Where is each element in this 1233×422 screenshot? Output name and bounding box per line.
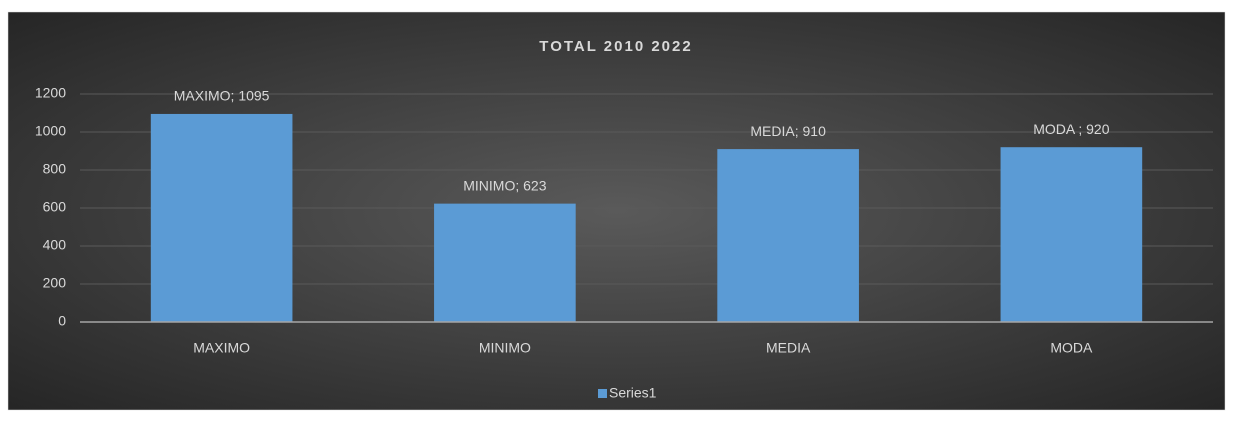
chart-title: TOTAL 2010 2022 xyxy=(539,38,692,55)
x-tick-label: MEDIA xyxy=(766,340,811,356)
x-tick-label: MAXIMO xyxy=(193,340,250,356)
x-tick-label: MODA xyxy=(1050,340,1093,356)
data-label: MODA ; 920 xyxy=(1033,121,1109,137)
y-tick-label: 600 xyxy=(43,199,67,215)
bar xyxy=(150,113,293,322)
bar xyxy=(434,203,576,322)
bar xyxy=(1000,147,1143,322)
data-label: MEDIA; 910 xyxy=(750,123,826,139)
y-tick-label: 400 xyxy=(43,237,67,253)
legend-swatch xyxy=(598,389,607,398)
y-tick-label: 200 xyxy=(43,275,67,291)
y-tick-label: 0 xyxy=(58,313,66,329)
y-tick-label: 800 xyxy=(43,161,67,177)
data-label: MINIMO; 623 xyxy=(463,177,546,193)
legend-label: Series1 xyxy=(609,385,657,401)
y-tick-label: 1000 xyxy=(35,123,66,139)
x-tick-label: MINIMO xyxy=(479,340,531,356)
y-tick-label: 1200 xyxy=(35,85,66,101)
bar xyxy=(717,149,859,322)
data-label: MAXIMO; 1095 xyxy=(174,88,270,104)
